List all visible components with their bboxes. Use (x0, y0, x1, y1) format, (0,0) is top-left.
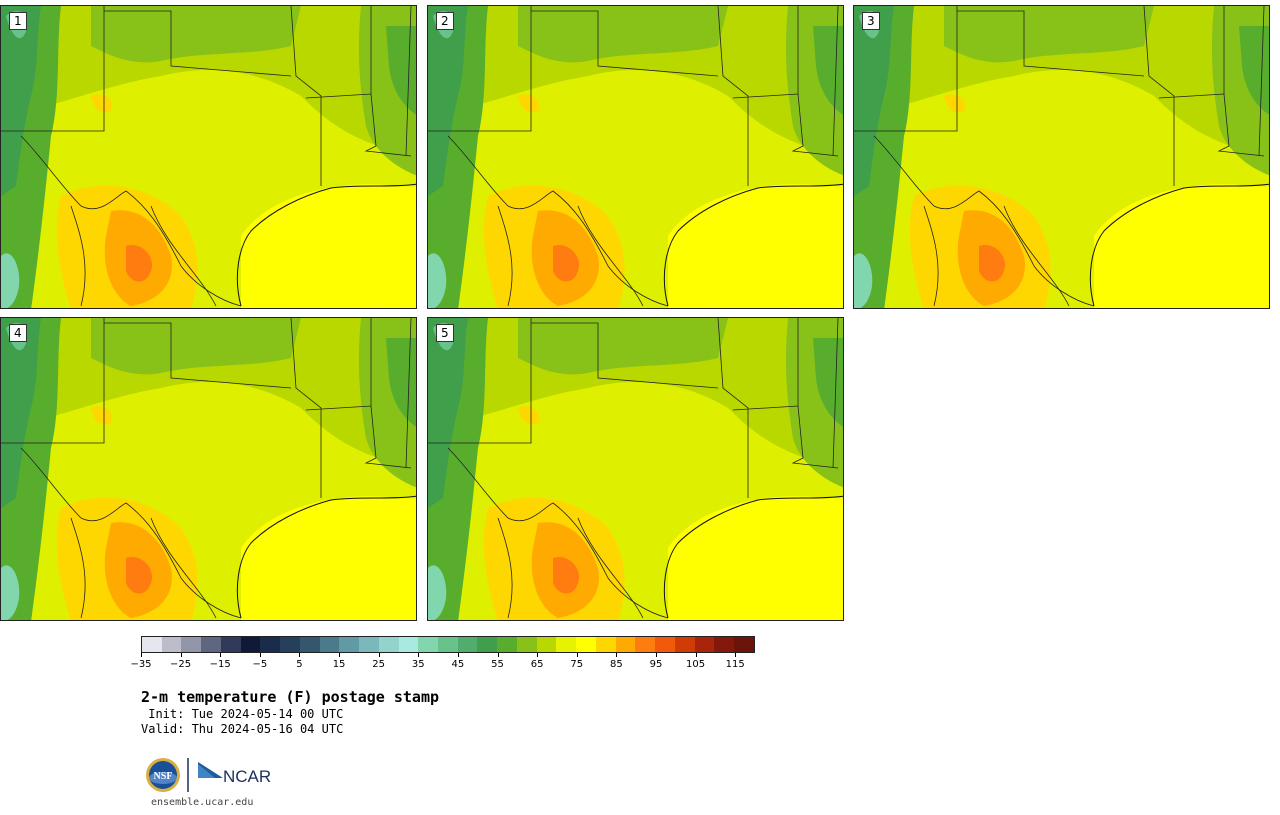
member-panel-4: 4 (0, 317, 417, 621)
colorbar-tick (339, 653, 341, 657)
colorbar-swatch (576, 637, 596, 652)
svg-text:NSF: NSF (154, 771, 173, 782)
state-borders (428, 6, 843, 307)
colorbar-tick-label: 75 (570, 659, 584, 670)
colorbar-tick (735, 653, 737, 657)
map-field (428, 6, 843, 308)
state-borders (1, 318, 416, 619)
colorbar-swatch (181, 637, 202, 652)
colorbar-tick-label: 55 (491, 659, 504, 670)
colorbar-tick-label: 15 (332, 659, 346, 670)
colorbar-tick (537, 653, 539, 657)
colorbar-swatch (595, 637, 616, 652)
colorbar-swatch (438, 637, 458, 652)
colorbar-swatch (615, 637, 636, 652)
map-field (1, 318, 416, 620)
colorbar-swatch (556, 637, 577, 652)
figure-title: 2-m temperature (F) postage stamp (141, 688, 440, 706)
member-panel-1: 1 (0, 5, 417, 309)
map-field (428, 318, 843, 620)
colorbar-swatch (398, 637, 419, 652)
colorbar-tick-label: −5 (252, 659, 268, 670)
colorbar-swatch (299, 637, 320, 652)
colorbar-tick-label: 45 (451, 659, 465, 670)
colorbar (141, 636, 755, 653)
ncar-logo-icon: NCAR (198, 762, 271, 786)
colorbar-swatch (497, 637, 517, 652)
colorbar-tick (378, 653, 380, 657)
member-panel-3: 3 (853, 5, 1270, 309)
colorbar-tick-label: −35 (130, 659, 152, 670)
colorbar-swatch (339, 637, 360, 652)
colorbar-tick (616, 653, 618, 657)
colorbar-tick (299, 653, 301, 657)
colorbar-tick (695, 653, 697, 657)
colorbar-swatch (477, 637, 498, 652)
state-borders (428, 318, 843, 619)
member-label: 2 (436, 12, 454, 30)
colorbar-swatch (240, 637, 261, 652)
colorbar-swatch (418, 637, 439, 652)
colorbar-swatch (280, 637, 300, 652)
temperature-map (428, 318, 843, 620)
colorbar-swatch (674, 637, 695, 652)
colorbar-tick-label: −25 (170, 659, 192, 670)
colorbar-tick (457, 653, 459, 657)
member-label: 4 (9, 324, 27, 342)
colorbar-swatch (161, 637, 182, 652)
colorbar-tick-label: 105 (686, 659, 706, 670)
state-borders (854, 6, 1269, 307)
colorbar-swatch (201, 637, 221, 652)
colorbar-tick (141, 653, 142, 657)
colorbar-swatch (378, 637, 399, 652)
colorbar-tick (655, 653, 657, 657)
member-label: 3 (862, 12, 880, 30)
colorbar-tick-label: 65 (530, 659, 544, 670)
colorbar-swatch (457, 637, 478, 652)
colorbar-swatch (359, 637, 379, 652)
init-time: Init: Tue 2024-05-14 00 UTC (141, 707, 344, 721)
colorbar-swatch (142, 637, 162, 652)
colorbar-tick (497, 653, 499, 657)
colorbar-tick-label: 25 (372, 659, 386, 670)
colorbar-swatch (714, 637, 735, 652)
valid-time: Valid: Thu 2024-05-16 04 UTC (141, 722, 344, 736)
map-field (854, 6, 1269, 308)
colorbar-swatch (536, 637, 557, 652)
colorbar-swatch (734, 637, 754, 652)
colorbar-tick (259, 653, 261, 657)
colorbar-tick-label: 5 (296, 659, 303, 670)
colorbar-tick-label: 95 (649, 659, 663, 670)
member-panel-5: 5 (427, 317, 844, 621)
member-panel-2: 2 (427, 5, 844, 309)
colorbar-swatch (220, 637, 241, 652)
colorbar-swatch (694, 637, 715, 652)
colorbar-swatch (319, 637, 340, 652)
colorbar-swatch (655, 637, 675, 652)
member-label: 5 (436, 324, 454, 342)
colorbar-tick (418, 653, 420, 657)
member-label: 1 (9, 12, 27, 30)
temperature-map (854, 6, 1269, 308)
colorbar-swatch (635, 637, 656, 652)
temperature-map (1, 318, 416, 620)
colorbar-swatch (260, 637, 281, 652)
colorbar-ticks: −35 −25 −15 −5 5 15 25 35 45 55 65 75 85 95 105 115 (130, 653, 755, 673)
state-borders (1, 6, 416, 307)
colorbar-tick-label: −15 (209, 659, 231, 670)
colorbar-tick-label: 85 (609, 659, 623, 670)
temperature-map (1, 6, 416, 308)
svg-text:NCAR: NCAR (223, 767, 271, 786)
colorbar-tick (220, 653, 222, 657)
colorbar-tick-label: 115 (725, 659, 745, 670)
temperature-map (428, 6, 843, 308)
colorbar-tick-label: 35 (411, 659, 425, 670)
colorbar-tick (180, 653, 182, 657)
logos: NSF NCAR (146, 758, 271, 792)
colorbar-tick (576, 653, 578, 657)
colorbar-swatch (516, 637, 537, 652)
footer-url: ensemble.ucar.edu (151, 797, 254, 808)
nsf-logo-icon: NSF (146, 758, 180, 792)
map-field (1, 6, 416, 308)
